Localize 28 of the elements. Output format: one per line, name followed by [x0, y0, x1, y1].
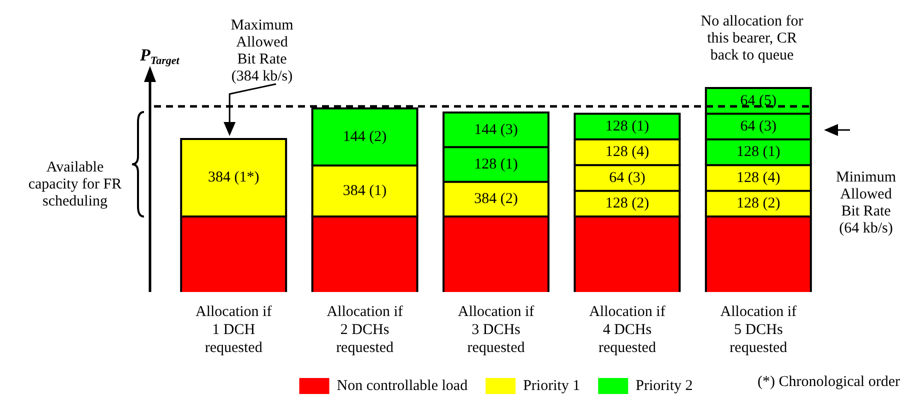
annotation: 144 (3) — [474, 122, 518, 138]
text: (*) Chronological order — [758, 374, 900, 390]
annotation: 384 (2) — [474, 191, 518, 208]
annotation: 128 (1) — [474, 156, 518, 172]
text: Available capacity for FR scheduling — [28, 159, 122, 210]
annotation: 128 (2) — [605, 196, 650, 212]
annotation: 128 (4) — [736, 170, 780, 186]
annotation: 128 (1) — [736, 144, 780, 160]
annotation: 128 (2) — [736, 196, 780, 212]
legend-label: Priority 1 — [523, 378, 580, 394]
x-tick-label: Allocation if 5 DCHs requested — [720, 304, 797, 356]
legend-label: Priority 2 — [636, 378, 693, 394]
annotation: 64 (3) — [740, 118, 777, 134]
annotation: 144 (2) — [342, 128, 387, 145]
annotation: 128 (1) — [605, 118, 650, 134]
text: Minimum Allowed Bit Rate (64 kb/s) — [836, 169, 896, 236]
annotation: 128 (4) — [605, 144, 650, 160]
annotation: 384 (1) — [342, 182, 387, 199]
x-tick-label: Allocation if 4 DCHs requested — [589, 304, 666, 356]
x-tick-label: Allocation if 2 DCHs requested — [326, 304, 403, 356]
x-tick-label: Allocation if 3 DCHs requested — [458, 304, 534, 356]
text: No allocation for this bearer, CR back to queue — [700, 13, 804, 64]
annotation: 64 (5) — [740, 92, 777, 109]
annotation: 64 (3) — [609, 170, 646, 186]
annotation: 384 (1*) — [208, 170, 260, 186]
legend-label: Non controllable load — [336, 378, 468, 394]
text: Maximum Allowed Bit Rate (384 kb/s) — [230, 17, 294, 84]
x-tick-label: Allocation if 1 DCH requested — [195, 304, 272, 356]
